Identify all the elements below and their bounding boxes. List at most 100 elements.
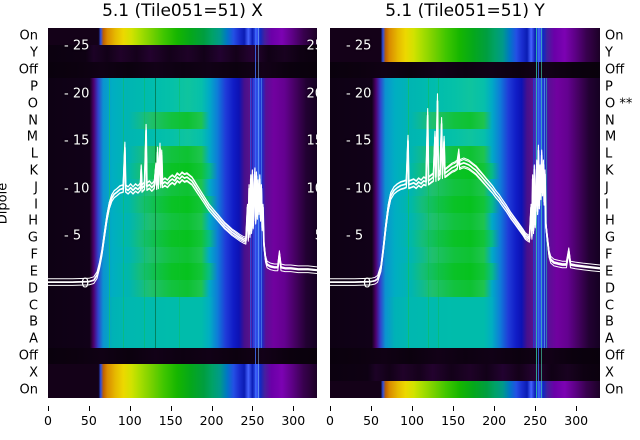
heatmap-row (330, 263, 600, 281)
dipole-row-label: X (605, 365, 614, 381)
x-tick-label: 100 (117, 413, 142, 428)
x-tick-label: 250 (523, 413, 548, 428)
dipole-row-label: M (605, 129, 617, 145)
x-tick-label: 0 (326, 413, 334, 428)
dipole-row-label: J (605, 180, 609, 196)
value-tick-label-right: 10 (306, 181, 317, 196)
dipole-row-label: Off (605, 62, 625, 78)
x-tick-label: 300 (564, 413, 589, 428)
spectrum-overlay-lines (48, 123, 317, 286)
dipole-row-label: On (605, 382, 624, 398)
dipole-row-label: H (605, 213, 615, 229)
heatmap-row (330, 95, 600, 113)
panel-y-title: 5.1 (Tile051=51) Y (385, 1, 545, 21)
dipole-row-label: On (605, 28, 624, 44)
x-tick-mark (48, 406, 49, 411)
spectrum-line (330, 93, 600, 283)
dipole-labels-right: On Y Off P O ** N M L K J I H G F E D C B A Off X On (605, 0, 640, 440)
x-tick-mark (535, 406, 537, 411)
heatmap-row (48, 381, 317, 398)
vertical-streak (543, 78, 545, 348)
x-tick-mark (453, 406, 455, 411)
value-tick-label-right: 20 (306, 86, 317, 101)
value-tick-label-left: - 20 (346, 86, 372, 101)
dipole-row-label: Y (605, 45, 613, 61)
vertical-streak (428, 78, 430, 348)
value-tick-label-left: - 5 (346, 228, 364, 244)
x-tick-label: 100 (400, 413, 424, 428)
x-tick-mark (494, 406, 496, 411)
dipole-row-label: L (30, 146, 38, 162)
spectrum-overlay-lines (330, 93, 600, 286)
dipole-row-label: Off (18, 62, 38, 78)
dipole-row-label: I (34, 197, 38, 213)
dipole-row-label: A (605, 331, 614, 347)
value-tick-label-left: - 15 (64, 133, 90, 149)
spectrum-line (48, 123, 317, 283)
x-tick-mark (170, 406, 172, 411)
dipole-row-label: B (605, 314, 614, 330)
heatmap-row (330, 280, 600, 298)
vertical-streak (538, 28, 540, 398)
x-tick-label: 0 (44, 413, 52, 428)
heatmap-row (48, 347, 317, 365)
x-tick-label: 150 (441, 413, 466, 428)
heatmap-row (330, 112, 600, 130)
dipole-row-label: G (605, 230, 616, 246)
dipole-row-label: L (605, 146, 613, 162)
spectrum-line (330, 103, 600, 286)
value-tick-label-right: 15 (306, 133, 317, 149)
dipole-row-label: Off (605, 348, 625, 364)
x-tick-label: 300 (281, 413, 306, 428)
dipole-row-label: M (26, 129, 38, 145)
x-axis-panel-x: 0 50 100 150 200 250 300 (44, 397, 317, 433)
panel-x-title: 5.1 (Tile051=51) X (102, 1, 263, 21)
x-tick-mark (576, 406, 578, 411)
vertical-streak (407, 78, 409, 348)
value-tick-label-left: - 10 (64, 181, 90, 196)
x-tick-mark (88, 406, 90, 411)
value-tick-label-left: - 5 (64, 228, 82, 244)
vertical-streak (437, 78, 439, 348)
spectrum-line (48, 126, 317, 280)
dipole-row-label: J (34, 180, 38, 196)
x-tick-label: 50 (363, 413, 379, 428)
heatmap-row (330, 330, 600, 349)
x-tick-mark (293, 406, 295, 411)
vertical-streak (541, 28, 543, 398)
x-tick-mark (129, 406, 131, 411)
x-tick-mark (252, 406, 254, 411)
dipole-row-label: E (29, 264, 38, 280)
value-tick-label-left: - 10 (346, 181, 372, 196)
dipole-row-label: D (27, 281, 38, 297)
dipole-row-label: D (605, 281, 616, 297)
heatmap-row (330, 28, 600, 46)
x-axis-panel-y: 0 50 100 150 200 250 300 (326, 397, 600, 433)
vertical-streak (535, 28, 537, 398)
dipole-row-label: Off (18, 348, 38, 364)
dipole-row-label: F (605, 247, 613, 263)
heatmap-row (330, 78, 600, 96)
dipole-row-label: On (19, 382, 38, 398)
dipole-row-label: F (30, 247, 38, 263)
spectrum-line (48, 133, 317, 286)
spectrum-line (48, 136, 317, 283)
heatmap-row (330, 381, 600, 398)
x-tick-mark (211, 406, 213, 411)
dipole-row-label: K (605, 163, 614, 179)
dipole-row-label: N (605, 113, 615, 128)
heatmap-row (330, 128, 600, 147)
dipole-row-label: On (19, 28, 38, 44)
vertical-streak (123, 78, 125, 348)
heatmap-row (330, 145, 600, 164)
heatmap-panel-y: - 25 - 20 - 15 - 10 - 5 0 (330, 28, 600, 398)
value-tick-label-left: - 25 (346, 38, 372, 54)
heatmap-row (330, 364, 600, 382)
dipole-row-label: C (605, 298, 615, 313)
x-tick-label: 150 (158, 413, 183, 428)
dipole-row-label: P (605, 79, 613, 95)
dipole-row-label: H (28, 213, 38, 229)
heatmap-row (48, 364, 317, 382)
value-tick-label-left: - 20 (64, 86, 90, 101)
